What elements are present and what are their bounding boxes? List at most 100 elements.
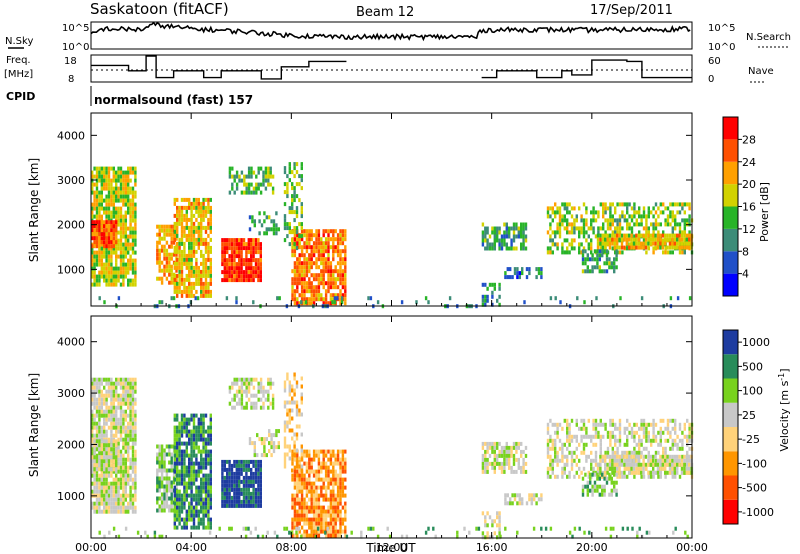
echo-cell xyxy=(107,443,111,448)
echo-cell xyxy=(204,225,208,230)
echo-cell xyxy=(183,225,186,230)
echo-cell xyxy=(303,461,306,466)
echo-cell xyxy=(300,432,303,437)
echo-cell xyxy=(209,477,212,482)
echo-cell xyxy=(180,413,184,418)
echo-cell xyxy=(228,262,231,267)
echo-cell xyxy=(160,480,164,485)
echo-cell xyxy=(195,493,198,498)
echo-cell xyxy=(303,453,306,458)
echo-cell xyxy=(119,421,123,426)
echo-cell xyxy=(661,245,664,250)
echo-cell xyxy=(122,182,125,187)
echo-cell xyxy=(107,509,111,514)
echo-cell xyxy=(124,469,127,474)
echo-cell xyxy=(250,170,253,175)
echo-cell xyxy=(238,254,241,259)
freq-tick-top: 18 xyxy=(64,56,77,67)
echo-cell xyxy=(521,271,524,276)
echo-cell xyxy=(344,477,347,482)
echo-cell xyxy=(183,241,186,246)
echo-cell xyxy=(254,491,258,496)
echo-cell xyxy=(615,253,618,258)
echo-cell xyxy=(103,385,106,390)
echo-cell xyxy=(597,422,600,427)
echo-cell xyxy=(176,217,179,222)
echo-cell xyxy=(590,246,593,251)
echo-cell xyxy=(283,166,287,171)
echo-cell xyxy=(190,445,193,450)
echo-cell xyxy=(259,274,262,279)
echo-cell xyxy=(518,497,521,502)
echo-cell xyxy=(235,270,238,275)
echo-cell xyxy=(190,485,193,490)
echo-cell xyxy=(115,493,118,498)
echo-cell xyxy=(540,267,543,272)
echo-cell xyxy=(238,467,241,472)
echo-cell xyxy=(204,281,208,286)
echo-cell xyxy=(505,234,508,239)
echo-cell xyxy=(117,190,120,195)
echo-cell xyxy=(117,266,120,271)
echo-cell xyxy=(496,445,499,450)
echo-cell xyxy=(117,170,120,175)
echo-cell xyxy=(223,246,226,251)
echo-cell xyxy=(122,401,125,406)
echo-cell xyxy=(105,451,108,456)
echo-cell xyxy=(131,465,135,470)
echo-cell xyxy=(197,225,200,230)
echo-cell xyxy=(551,250,554,255)
echo-cell xyxy=(95,467,99,472)
echo-cell xyxy=(122,230,125,235)
echo-cell xyxy=(233,499,236,504)
echo-cell xyxy=(654,218,658,223)
echo-cell xyxy=(573,450,576,455)
echo-cell xyxy=(112,236,115,241)
echo-cell xyxy=(498,294,501,299)
echo-cell xyxy=(107,194,111,199)
echo-cell xyxy=(221,246,224,251)
echo-cell xyxy=(156,468,159,473)
echo-cell xyxy=(195,273,198,278)
echo-cell xyxy=(341,461,345,466)
echo-cell xyxy=(525,275,529,280)
echo-cell xyxy=(512,222,516,227)
echo-cell xyxy=(185,285,188,290)
echo-cell xyxy=(300,457,304,462)
echo-cell xyxy=(291,245,294,250)
echo-cell xyxy=(195,429,198,434)
echo-cell xyxy=(305,229,309,234)
echo-cell xyxy=(173,221,176,226)
echo-cell xyxy=(584,249,587,254)
echo-cell xyxy=(324,269,328,274)
echo-cell xyxy=(510,238,513,243)
echo-cell xyxy=(317,281,321,286)
echo-cell xyxy=(300,285,304,290)
echo-cell xyxy=(235,381,239,386)
echo-cell xyxy=(235,393,239,398)
cpid-label: CPID xyxy=(6,90,35,103)
echo-cell xyxy=(127,174,130,179)
echo-cell xyxy=(122,465,125,470)
echo-cell xyxy=(124,170,127,175)
echo-cell xyxy=(298,412,301,417)
echo-cell xyxy=(259,479,262,484)
echo-cell xyxy=(625,233,628,238)
echo-cell xyxy=(341,269,345,274)
echo-cell xyxy=(320,517,323,522)
echo-cell xyxy=(303,269,306,274)
echo-cell xyxy=(250,182,253,187)
echo-cell xyxy=(100,202,103,207)
echo-cell xyxy=(260,441,264,446)
echo-cell xyxy=(173,197,176,202)
echo-cell xyxy=(110,443,113,448)
echo-cell xyxy=(594,234,598,239)
echo-cell xyxy=(300,162,303,167)
echo-cell xyxy=(305,477,309,482)
echo-cell xyxy=(112,497,115,502)
echo-cell xyxy=(233,491,236,496)
echo-cell xyxy=(238,459,241,464)
echo-cell xyxy=(98,497,101,502)
echo-cell xyxy=(253,223,256,228)
echo-cell xyxy=(324,249,328,254)
